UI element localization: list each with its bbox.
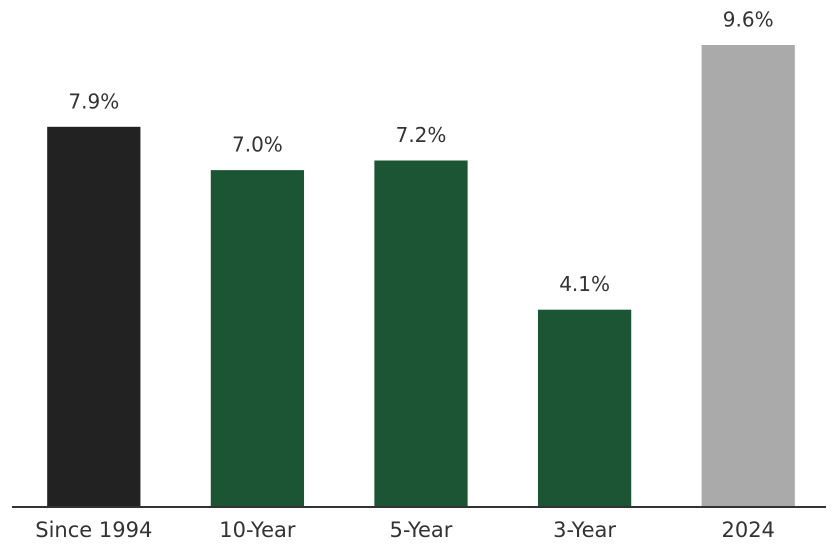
bar	[210, 170, 305, 507]
bar	[537, 309, 632, 507]
x-tick-label: 5-Year	[390, 518, 453, 542]
x-tick-label: Since 1994	[35, 518, 152, 542]
bar	[701, 45, 795, 507]
x-tick-label: 3-Year	[553, 518, 616, 542]
x-tick-label: 10-Year	[219, 518, 296, 542]
value-label: 7.0%	[232, 133, 283, 157]
value-label: 7.2%	[396, 123, 447, 147]
bar	[47, 126, 141, 507]
value-label: 9.6%	[723, 8, 774, 32]
x-tick-label: 2024	[721, 518, 774, 542]
value-label: 7.9%	[68, 89, 119, 113]
bar	[374, 160, 468, 507]
value-label: 4.1%	[559, 272, 610, 296]
